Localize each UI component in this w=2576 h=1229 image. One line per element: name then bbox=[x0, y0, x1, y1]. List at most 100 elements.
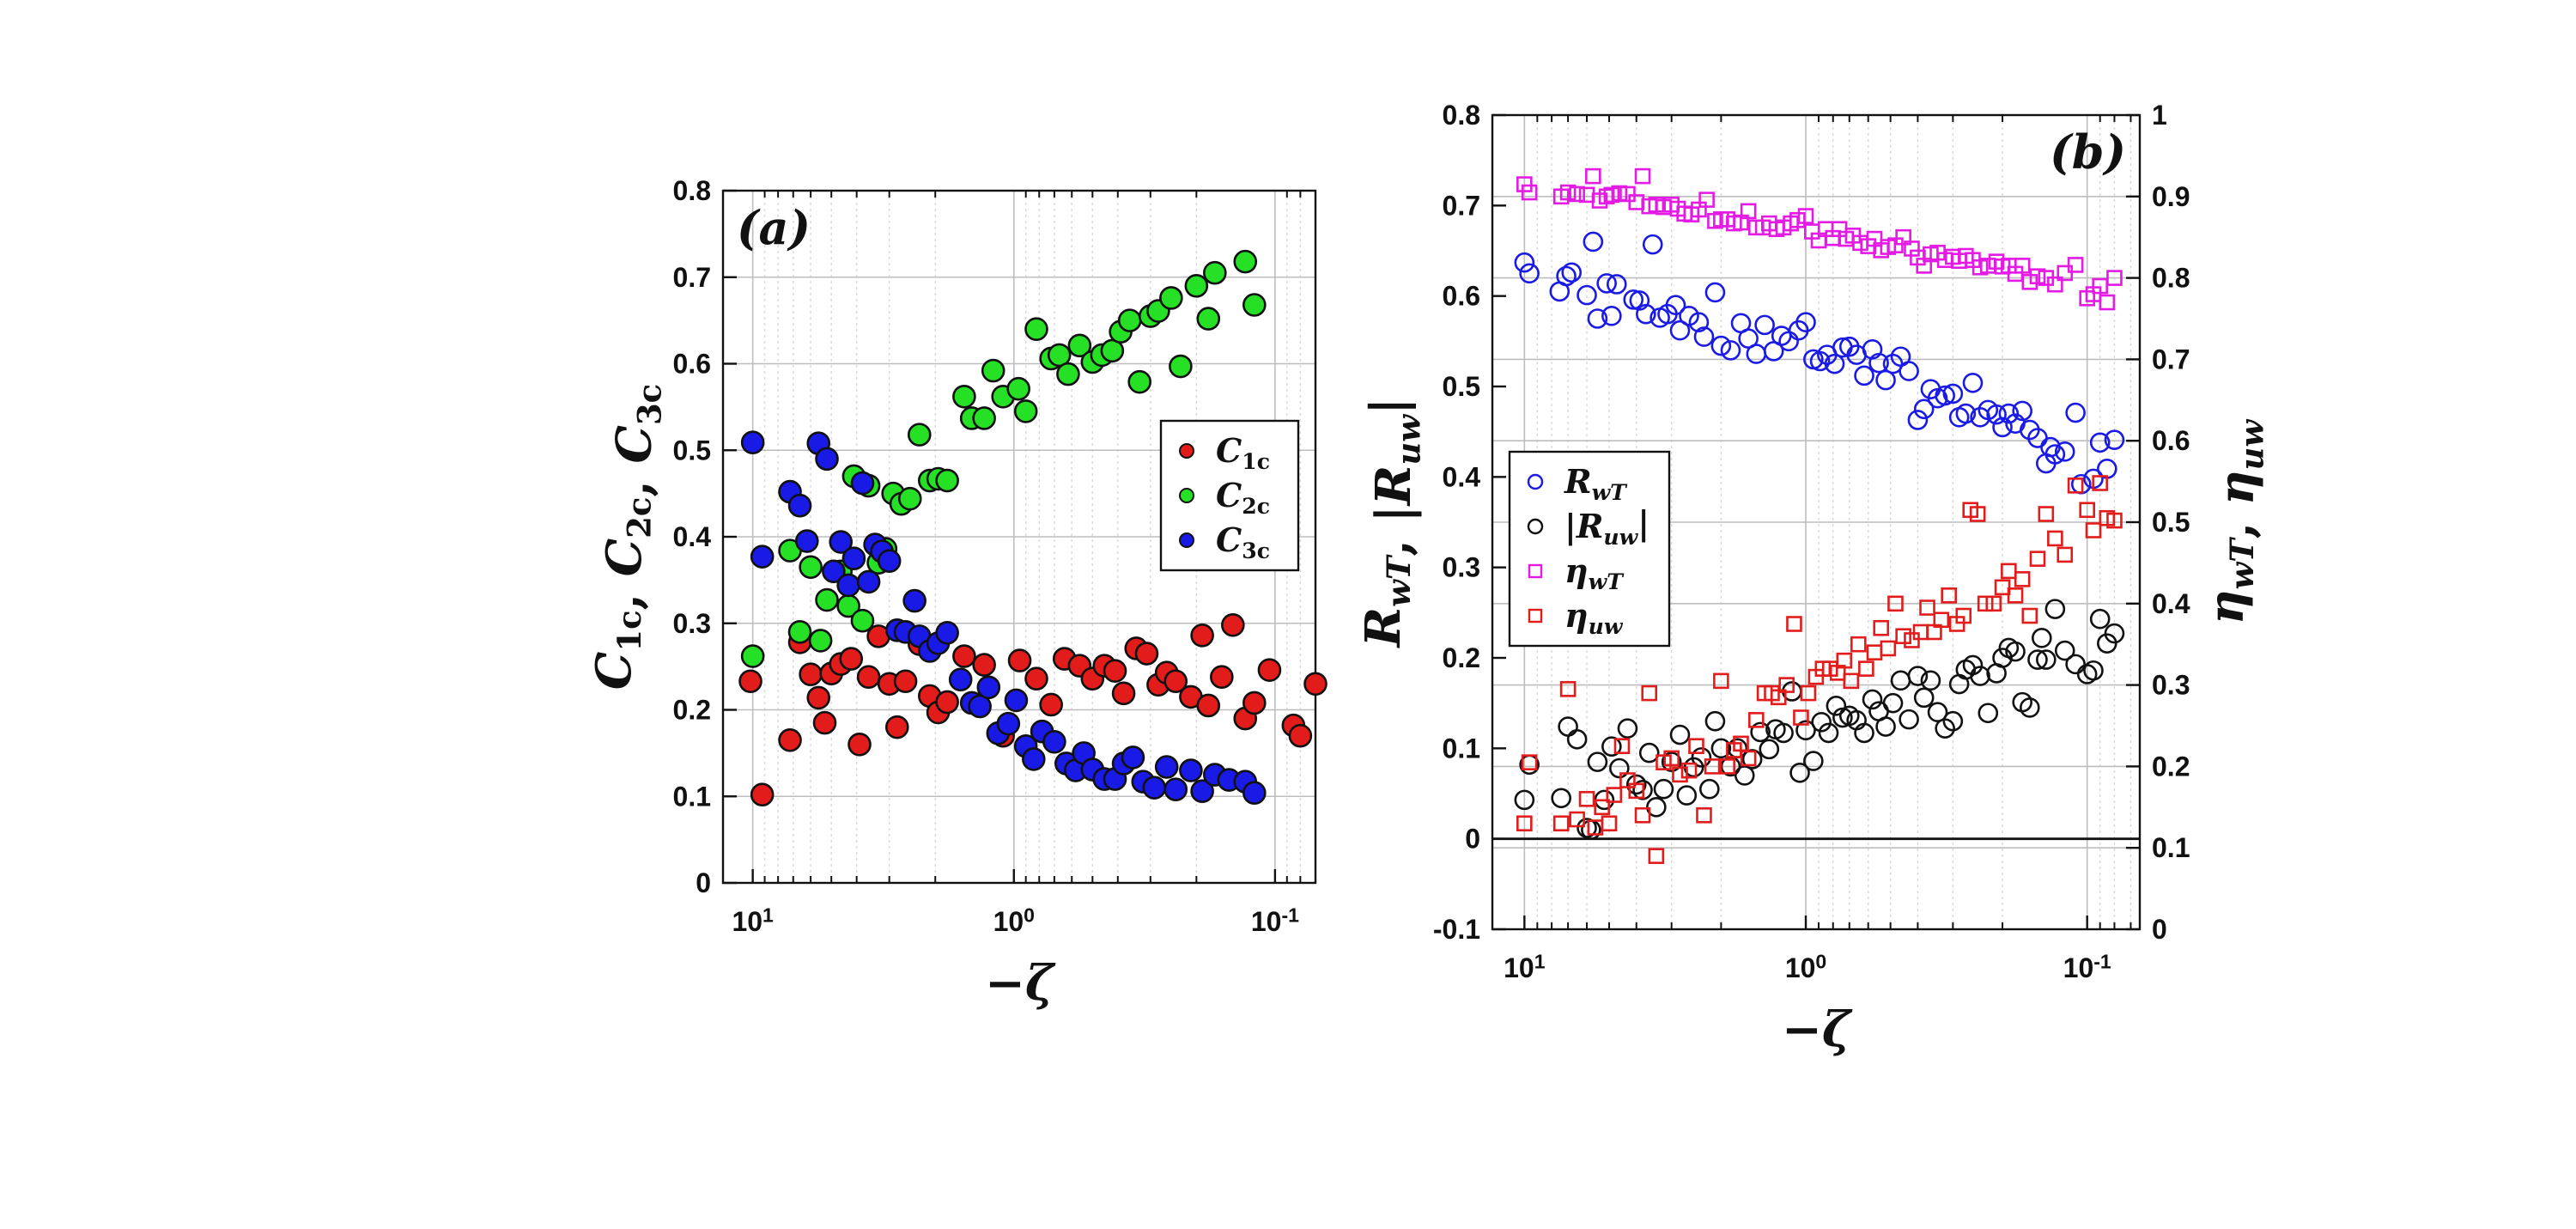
data-point bbox=[2054, 441, 2075, 462]
data-point bbox=[1887, 595, 1904, 612]
data-point bbox=[1773, 722, 1794, 744]
y-tick-label: 0.4 bbox=[1443, 461, 1481, 492]
data-point bbox=[1242, 781, 1267, 806]
data-point bbox=[1710, 335, 1732, 356]
legend-label-part: C bbox=[1216, 476, 1242, 514]
data-point bbox=[794, 529, 819, 553]
y-tick-label: 0.5 bbox=[1443, 371, 1480, 402]
data-point bbox=[1986, 404, 2007, 425]
data-point bbox=[856, 665, 881, 690]
data-point bbox=[1843, 672, 1860, 690]
legend-label-part: 3c bbox=[1242, 538, 1270, 563]
data-point bbox=[2067, 257, 2084, 273]
legend-label: RwT bbox=[1564, 462, 1628, 505]
data-point bbox=[1629, 290, 1650, 311]
x-tick-label: 101 bbox=[732, 904, 774, 937]
data-point bbox=[799, 555, 823, 580]
data-point bbox=[1039, 692, 1063, 717]
data-point bbox=[829, 530, 854, 554]
legend-label: C2c bbox=[1216, 476, 1270, 519]
data-point bbox=[740, 644, 765, 668]
data-point bbox=[1594, 799, 1610, 816]
data-point bbox=[1969, 506, 1986, 522]
x-tick-label: 10-1 bbox=[1251, 904, 1299, 937]
data-point bbox=[2044, 599, 2066, 619]
data-point bbox=[2014, 258, 2031, 274]
y-axis-label-part: R bbox=[1365, 465, 1422, 508]
data-point bbox=[1619, 186, 1636, 203]
data-point bbox=[1907, 410, 1929, 430]
data-point bbox=[2032, 628, 2052, 648]
data-point bbox=[1638, 742, 1660, 764]
data-point bbox=[1680, 762, 1698, 779]
data-point bbox=[935, 621, 959, 645]
data-point bbox=[1111, 681, 1136, 706]
data-point bbox=[850, 608, 875, 633]
data-point bbox=[1907, 666, 1929, 686]
data-point bbox=[1770, 689, 1787, 706]
data-point bbox=[2014, 571, 2031, 587]
data-point bbox=[935, 690, 959, 715]
x-axis-label-part: ζ bbox=[1025, 955, 1056, 1012]
data-point bbox=[1759, 739, 1780, 760]
data-point bbox=[1617, 718, 1638, 739]
x-tick-label-base: 10 bbox=[993, 906, 1024, 937]
data-point bbox=[1609, 757, 1630, 779]
data-point bbox=[1196, 693, 1221, 718]
data-point bbox=[1800, 684, 1817, 702]
data-point bbox=[1203, 260, 1227, 285]
data-point bbox=[1121, 745, 1145, 770]
data-point bbox=[1985, 595, 2002, 612]
y-axis-label-part: , bbox=[606, 464, 663, 497]
data-point bbox=[1818, 722, 1839, 744]
data-point bbox=[1691, 747, 1712, 768]
y-tick-label: 0.7 bbox=[673, 262, 711, 293]
data-point bbox=[1955, 403, 1977, 424]
y-right-axis-label-part: wT bbox=[2223, 537, 2261, 590]
legend-label: C1c bbox=[1216, 431, 1270, 474]
y-tick-label: 0.5 bbox=[673, 435, 711, 465]
data-point bbox=[1142, 776, 1167, 800]
axes-frame bbox=[1491, 113, 2142, 931]
data-point bbox=[1117, 308, 1142, 332]
y-tick-label: 0.4 bbox=[673, 521, 712, 552]
x-tick-label: 100 bbox=[1785, 951, 1826, 983]
data-point bbox=[1134, 642, 1159, 666]
x-axis-label-part: − bbox=[985, 955, 1025, 1012]
data-point bbox=[1754, 314, 1775, 336]
data-point bbox=[2020, 697, 2040, 718]
data-point bbox=[1875, 369, 1896, 391]
x-tick-label-exponent: 1 bbox=[1534, 951, 1546, 973]
data-point bbox=[935, 468, 959, 493]
x-tick-label-exponent: 0 bbox=[1024, 904, 1035, 927]
data-point bbox=[1163, 777, 1188, 801]
data-layer bbox=[1514, 167, 2125, 864]
data-point bbox=[1628, 782, 1645, 800]
data-point bbox=[1221, 612, 1245, 637]
data-point bbox=[1007, 648, 1032, 672]
data-point bbox=[1257, 658, 1282, 682]
data-point bbox=[1977, 595, 1994, 612]
x-axis-label-part: ζ bbox=[1822, 1001, 1853, 1058]
y-axis-label-part: C bbox=[606, 425, 663, 464]
data-point bbox=[787, 620, 812, 644]
data-point bbox=[1895, 228, 1911, 246]
data-point bbox=[2027, 649, 2048, 670]
y-right-tick-label: 1 bbox=[2152, 100, 2167, 131]
y-tick-label: 0 bbox=[696, 867, 711, 898]
data-point bbox=[1004, 688, 1029, 713]
data-point bbox=[1962, 372, 1984, 393]
data-point bbox=[1803, 751, 1824, 771]
data-point bbox=[799, 662, 823, 686]
data-point bbox=[1933, 611, 1950, 629]
data-point bbox=[1698, 192, 1715, 208]
data-point bbox=[750, 545, 775, 569]
data-point bbox=[1676, 785, 1698, 806]
data-point bbox=[1665, 295, 1686, 316]
data-point bbox=[1242, 293, 1267, 317]
data-point bbox=[2038, 506, 2055, 522]
data-point bbox=[1935, 385, 1955, 406]
y-tick-label: 0.6 bbox=[673, 349, 711, 380]
data-point bbox=[1559, 184, 1577, 201]
